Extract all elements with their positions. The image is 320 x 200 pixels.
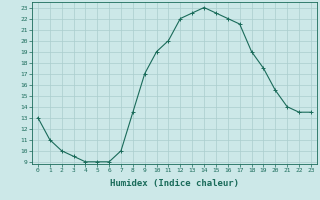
- X-axis label: Humidex (Indice chaleur): Humidex (Indice chaleur): [110, 179, 239, 188]
